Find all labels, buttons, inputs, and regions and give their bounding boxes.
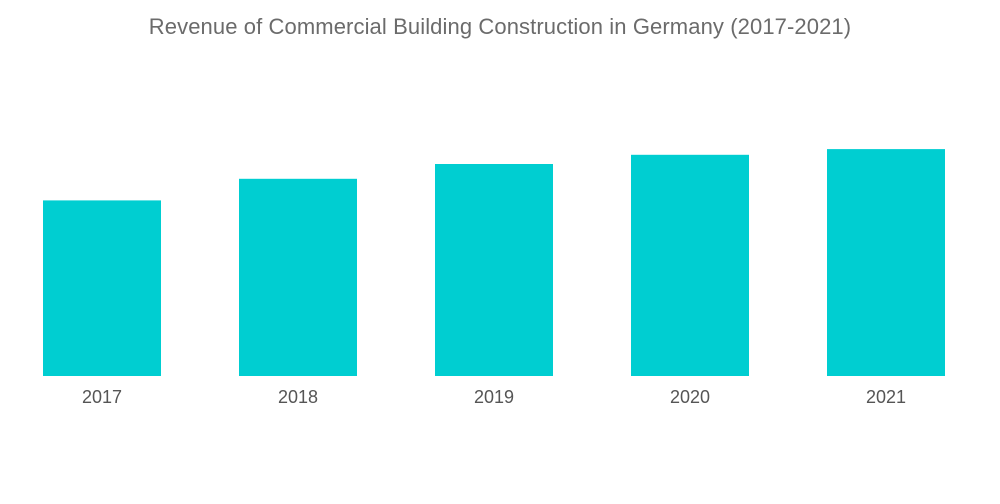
x-tick-label-2017: 2017 bbox=[82, 387, 122, 407]
bar-2018 bbox=[239, 178, 357, 376]
chart-title: Revenue of Commercial Building Construct… bbox=[148, 14, 852, 39]
x-axis-ticks: 2017 2018 2019 2020 2021 bbox=[82, 387, 906, 407]
x-tick-label-2020: 2020 bbox=[670, 387, 710, 407]
x-tick-label-2019: 2019 bbox=[474, 387, 514, 407]
bars-group bbox=[43, 149, 945, 376]
bar-2017 bbox=[43, 200, 161, 376]
bar-2020 bbox=[631, 154, 749, 376]
x-tick-label-2018: 2018 bbox=[278, 387, 318, 407]
bar-2019 bbox=[435, 164, 553, 376]
x-tick-label-2021: 2021 bbox=[866, 387, 906, 407]
bar-2021 bbox=[827, 149, 945, 376]
